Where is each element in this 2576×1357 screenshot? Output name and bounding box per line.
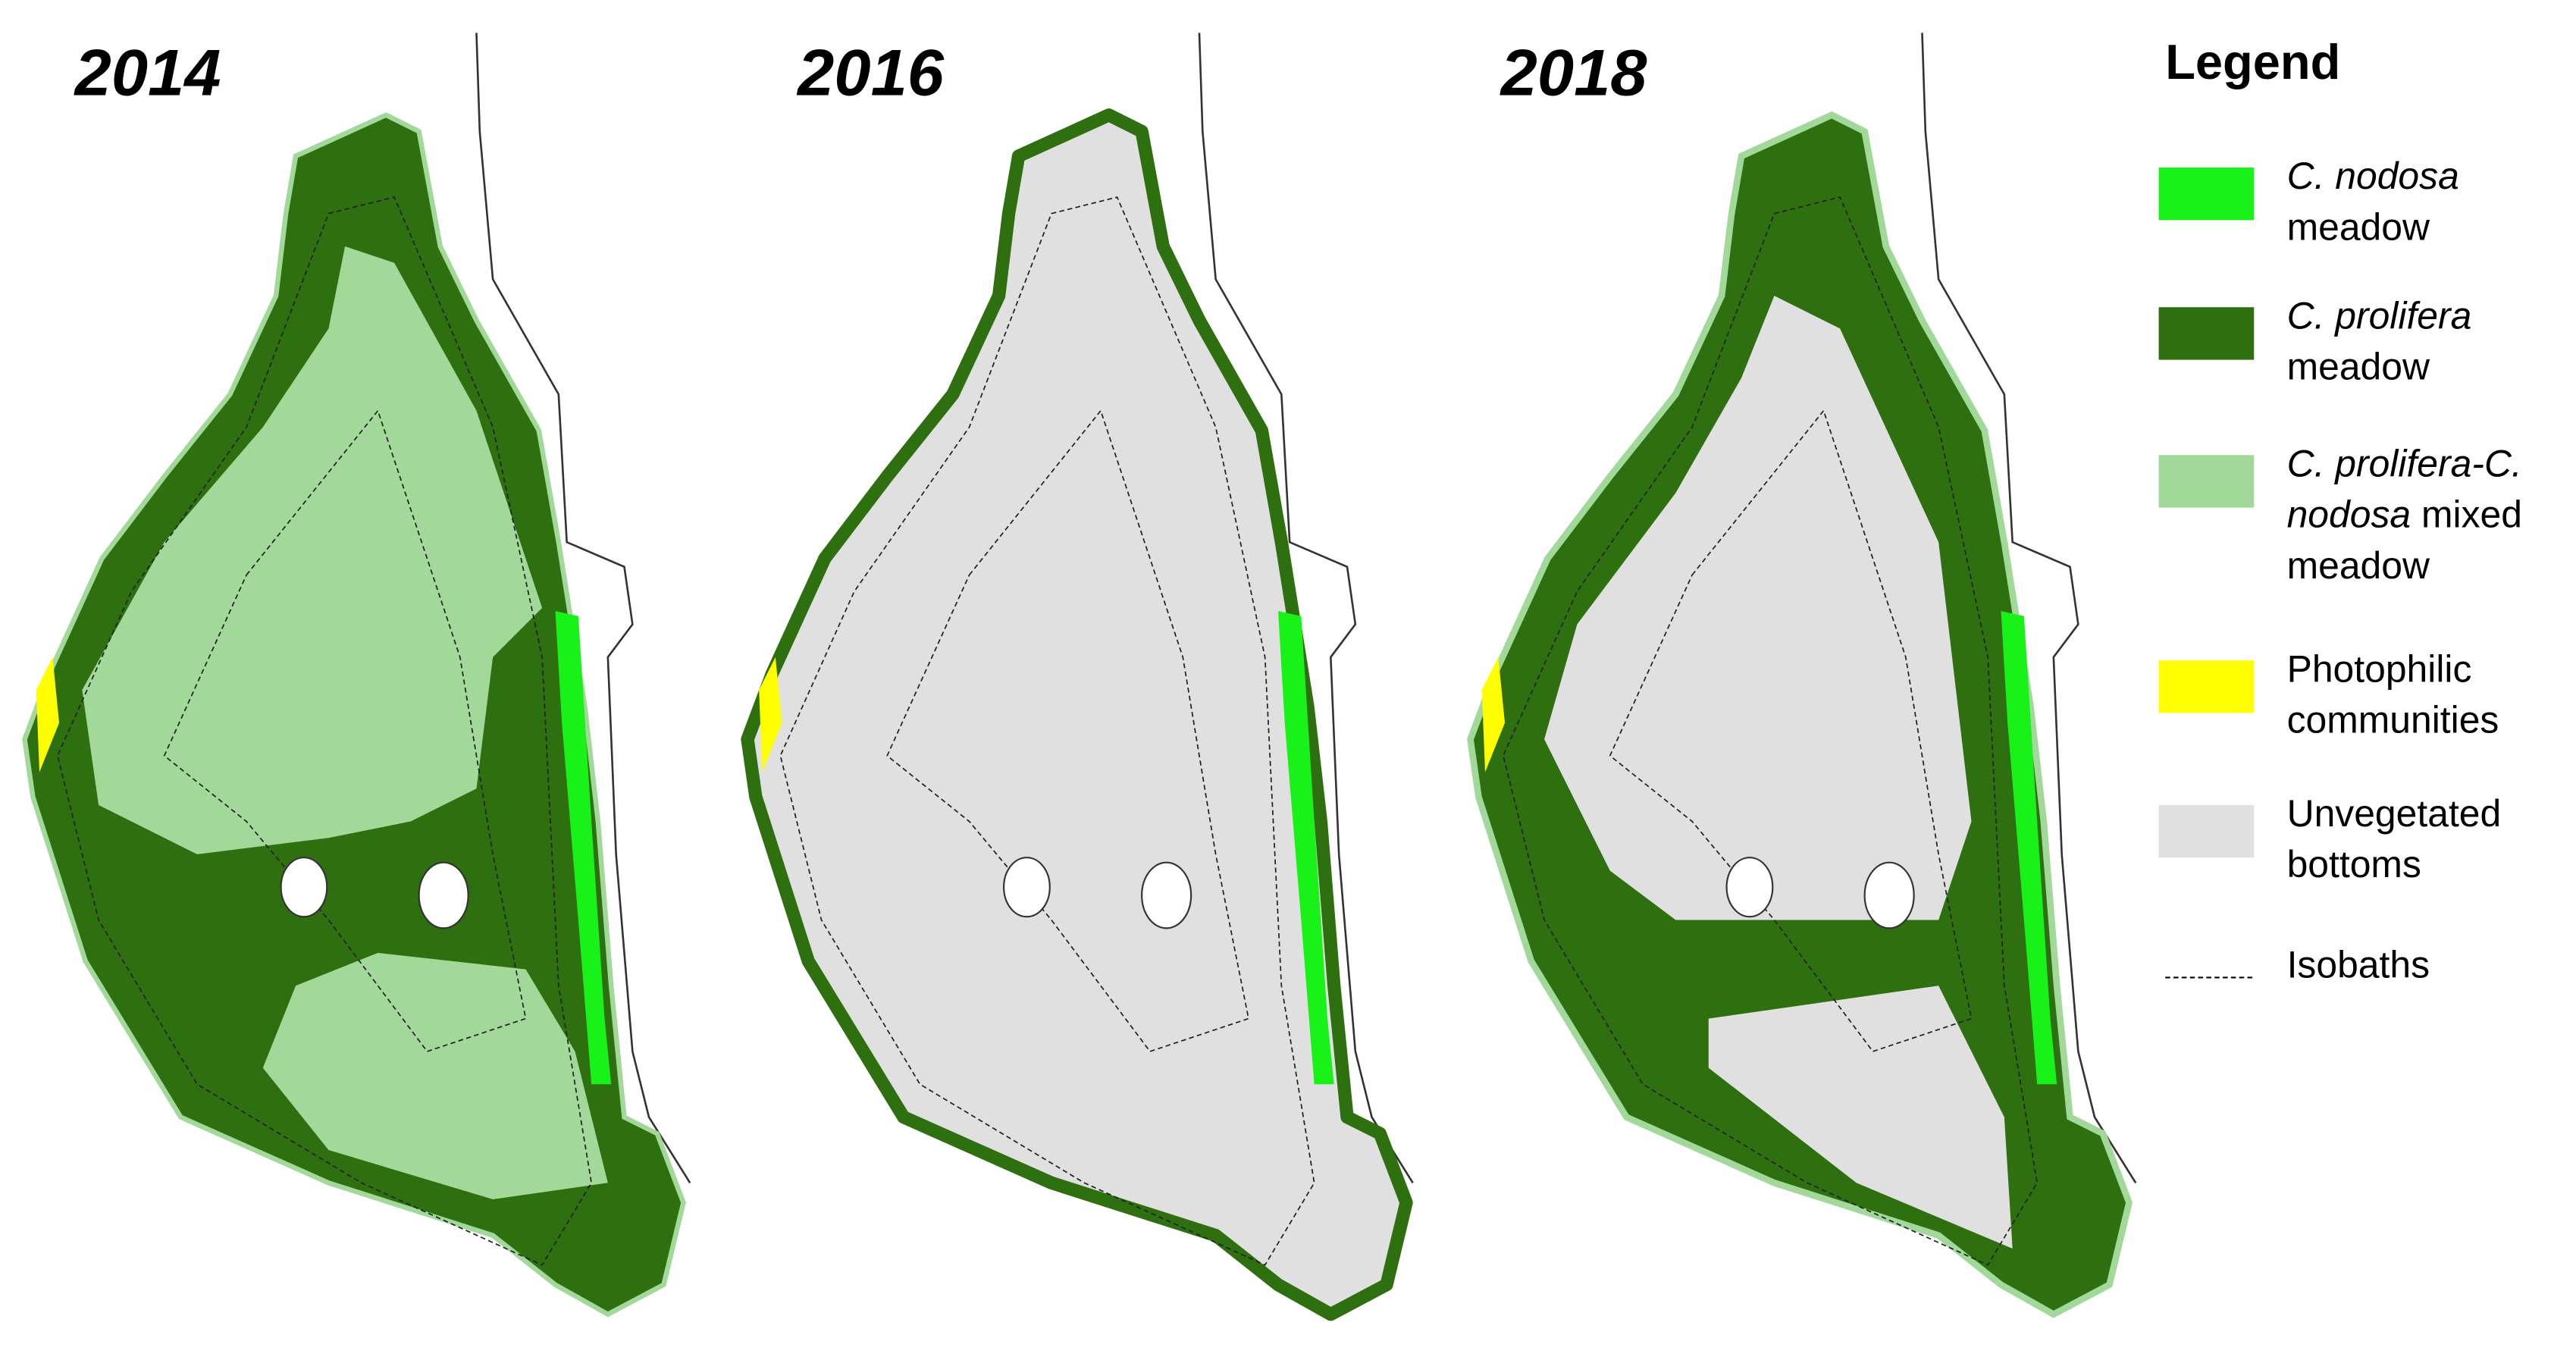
island: [418, 861, 469, 929]
unvegetated-area: [741, 108, 1413, 1321]
legend-swatch: [2158, 804, 2255, 858]
legend-label-part: Isobaths: [2286, 942, 2430, 986]
legend-label: Unvegetated bottoms: [2287, 788, 2566, 890]
isobath: [779, 196, 1315, 1266]
island: [1725, 857, 1774, 918]
photophilic-area: [759, 657, 782, 773]
legend-text: Isobaths: [2287, 940, 2566, 991]
photophilic-area: [36, 657, 60, 773]
legend-label: Photophilic communities: [2287, 644, 2566, 745]
nodosa-area: [2001, 611, 2057, 1085]
legend-title: Legend: [2165, 34, 2340, 89]
mixed-area: [262, 952, 608, 1199]
unvegetated-area: [1544, 296, 1972, 920]
map-panel: 2018: [1467, 33, 2137, 1318]
legend-label: Isobaths: [2287, 940, 2566, 991]
legend-label: C. prolifera meadow: [2287, 291, 2566, 393]
legend-label: C. prolifera-C. nodosa mixed meadow: [2287, 439, 2566, 592]
island: [280, 857, 328, 918]
coastline: [1198, 33, 1414, 1183]
map-title: 2016: [796, 37, 945, 110]
legend-label-part: C. prolifera: [2286, 293, 2472, 337]
isobath: [163, 409, 527, 1052]
photophilic-area: [1481, 657, 1506, 773]
unvegetated-area: [1708, 986, 2013, 1249]
legend-label-part: Unvegetated bottoms: [2286, 791, 2502, 886]
island: [1141, 861, 1192, 929]
legend-label-part: C. nodosa: [2286, 154, 2459, 198]
legend-label-part: C. prolifera-C. nodosa: [2286, 441, 2522, 536]
isobath: [886, 409, 1249, 1052]
legend-text: C. prolifera-C. nodosa mixed meadow: [2287, 439, 2566, 592]
isobath: [1502, 196, 2039, 1266]
mixed-area: [82, 246, 543, 854]
nodosa-area: [555, 611, 612, 1085]
legend-swatch: [2158, 455, 2255, 508]
island: [1863, 861, 1915, 929]
map-panel: 2016: [741, 33, 1414, 1321]
legend-label: C. nodosa meadow: [2287, 151, 2566, 252]
legend-text: C. prolifera meadow: [2287, 291, 2566, 393]
map-panel: 2014: [22, 33, 691, 1318]
legend-swatch: [2158, 307, 2255, 360]
legend-text: Unvegetated bottoms: [2287, 788, 2566, 890]
isobath: [56, 196, 593, 1266]
legend-text: C. nodosa meadow: [2287, 151, 2566, 252]
legend-label-part: meadow: [2286, 345, 2430, 388]
map-title: 2014: [74, 37, 221, 110]
map-title: 2018: [1500, 37, 1648, 110]
island: [1003, 857, 1051, 918]
coastline: [1921, 33, 2137, 1183]
legend-swatch: [2158, 168, 2255, 221]
legend-swatch: [2158, 660, 2255, 713]
isobath: [1609, 409, 1973, 1052]
legend-label-part: meadow: [2286, 205, 2430, 249]
coastline: [475, 33, 691, 1183]
nodosa-area: [1277, 611, 1334, 1085]
legend-label-part: mixed meadow: [2286, 493, 2522, 587]
legend-label-part: Photophilic communities: [2286, 647, 2499, 741]
legend-text: Photophilic communities: [2287, 644, 2566, 745]
